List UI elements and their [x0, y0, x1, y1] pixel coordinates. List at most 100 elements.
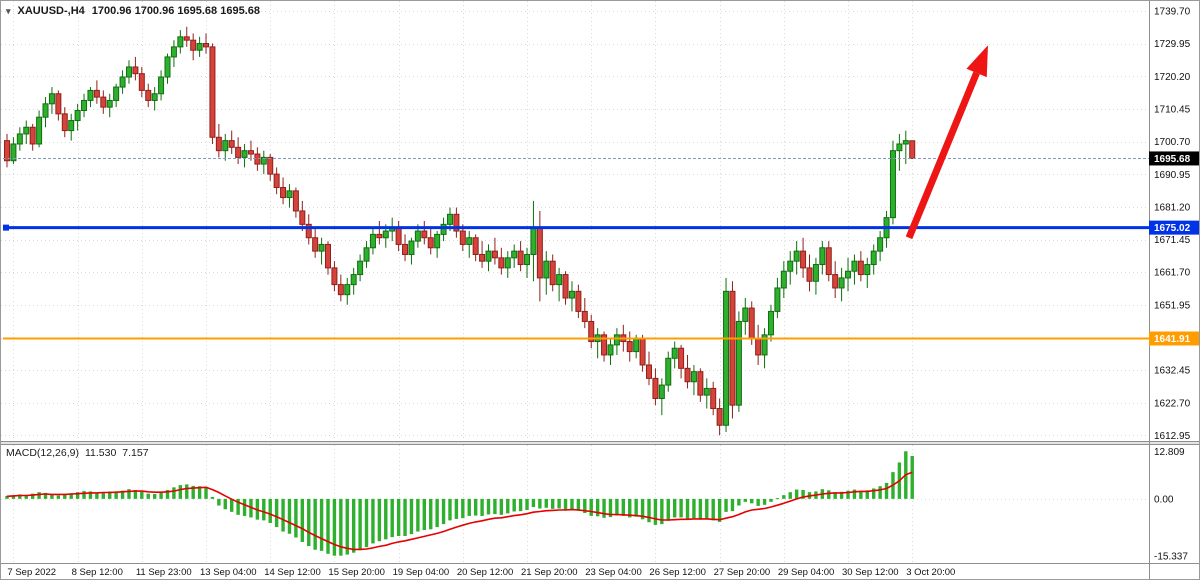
candle-body	[395, 227, 402, 245]
macd-histogram-bar	[146, 493, 150, 499]
macd-histogram-bar	[435, 498, 439, 528]
price-tick-label: 1612.95	[1154, 431, 1191, 442]
candle-body	[318, 243, 325, 252]
candle-body	[164, 56, 171, 78]
macd-histogram-bar	[390, 498, 394, 538]
price-tick-label: 1739.70	[1154, 7, 1191, 18]
macd-histogram-bar	[326, 498, 330, 554]
candle-body	[755, 337, 762, 356]
time-tick-label: 23 Sep 04:00	[585, 567, 642, 578]
macd-histogram-bar	[692, 498, 696, 519]
candle-body	[402, 243, 409, 255]
candle-body	[485, 250, 492, 262]
macd-histogram-bar	[493, 498, 497, 515]
candle-body	[748, 307, 755, 339]
macd-histogram-bar	[127, 489, 131, 499]
macd-histogram-bar	[230, 498, 234, 512]
candle-body	[151, 93, 158, 101]
candle-body	[87, 89, 94, 101]
macd-histogram-bar	[18, 494, 22, 499]
candle-body	[466, 237, 473, 245]
candle-body	[119, 76, 126, 88]
candle-body	[504, 257, 511, 269]
candle-body	[350, 274, 357, 286]
macd-histogram-bar	[660, 498, 664, 525]
macd-histogram-bar	[672, 498, 677, 518]
candle-body	[832, 274, 839, 289]
candle-body	[658, 384, 665, 399]
price-tick-label: 1622.70	[1154, 398, 1191, 409]
macd-histogram-bar	[384, 498, 388, 540]
macd-histogram-bar	[108, 491, 112, 499]
macd-histogram-bar	[717, 498, 722, 522]
macd-histogram-bar	[499, 498, 504, 515]
macd-histogram-bar	[43, 492, 48, 499]
candle-body	[61, 113, 68, 132]
candle-body	[369, 233, 376, 249]
symbol-period-label: XAUUSD-,H4	[17, 5, 85, 17]
macd-histogram-bar	[37, 492, 41, 499]
macd-histogram-bar	[570, 498, 574, 510]
macd-histogram-bar	[473, 498, 478, 516]
candle-body	[742, 307, 749, 322]
candle-body	[48, 93, 55, 105]
candle-body	[10, 143, 17, 162]
time-tick-label: 29 Sep 04:00	[778, 567, 835, 578]
macd-histogram-bar	[865, 490, 869, 499]
candle-body	[145, 89, 152, 101]
candle-body	[446, 213, 453, 225]
candle-body	[280, 187, 287, 199]
candle-body	[273, 173, 280, 189]
macd-histogram-bar	[345, 498, 349, 555]
macd-histogram-bar	[210, 497, 215, 499]
macd-signal-value: 7.157	[122, 447, 149, 459]
macd-histogram-bar	[313, 498, 317, 550]
macd-histogram-bar	[615, 498, 619, 516]
time-tick-label: 11 Sep 23:00	[136, 567, 192, 578]
macd-histogram-bar	[377, 498, 382, 542]
candle-body	[825, 247, 832, 276]
macd-histogram-bar	[185, 484, 189, 499]
trend-arrow-shaft[interactable]	[905, 71, 980, 240]
candle-body	[517, 250, 524, 266]
macd-histogram-bar	[140, 491, 144, 499]
macd-histogram-bar	[223, 498, 227, 510]
macd-histogram-bar	[544, 498, 548, 508]
candle-body	[344, 284, 351, 296]
macd-histogram-bar	[595, 498, 600, 517]
macd-histogram-bar	[486, 498, 491, 515]
svg-text:1675.02: 1675.02	[1154, 223, 1191, 234]
price-tick-label: 1681.20	[1154, 202, 1191, 213]
macd-histogram-bar	[396, 498, 401, 536]
price-tick-label: 1700.70	[1154, 137, 1191, 148]
support-line-blue-handle[interactable]	[3, 224, 9, 231]
trend-arrow-head[interactable]	[966, 45, 988, 78]
macd-histogram-bar	[705, 498, 709, 519]
macd-histogram-bar	[852, 489, 857, 499]
macd-histogram-bar	[287, 498, 292, 534]
symbol-menu-icon[interactable]: ▾	[6, 5, 11, 16]
candle-body	[29, 126, 36, 145]
macd-histogram-bar	[685, 498, 690, 519]
candle-body	[857, 260, 864, 276]
macd-histogram-bar	[872, 488, 876, 499]
candle-body	[864, 264, 871, 276]
macd-histogram-bar	[56, 495, 61, 499]
price-tick-label: 1661.70	[1154, 268, 1191, 279]
macd-histogram-bar	[827, 490, 831, 499]
price-tick-label: 1710.45	[1154, 104, 1191, 115]
macd-histogram-bar	[204, 486, 208, 499]
price-tick-label: 1651.95	[1154, 300, 1191, 311]
trend-arrow[interactable]	[905, 45, 988, 240]
candle-body	[646, 364, 652, 379]
time-tick-label: 15 Sep 20:00	[328, 567, 385, 578]
candle-body	[639, 337, 646, 366]
candle-body	[434, 233, 441, 249]
macd-histogram-bar	[133, 489, 138, 499]
price-axis: 1739.70 1729.95 1720.20 1710.45 1700.70 1690.…	[1154, 7, 1191, 563]
candle-body	[215, 136, 222, 152]
candle-body	[735, 320, 742, 406]
